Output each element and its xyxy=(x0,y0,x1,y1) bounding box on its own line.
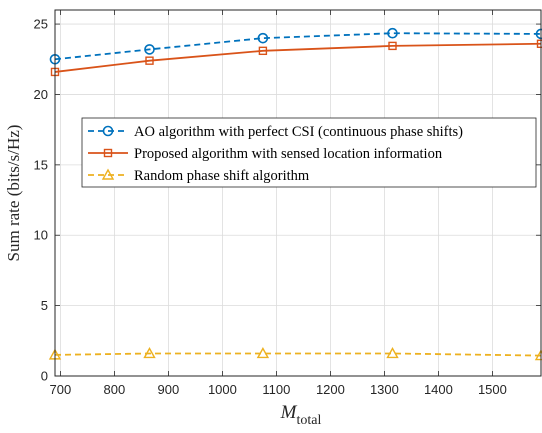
legend-label-2: Proposed algorithm with sensed location … xyxy=(134,146,443,162)
x-tick-label: 1200 xyxy=(316,382,345,397)
legend-label-3: Random phase shift algorithm xyxy=(134,168,310,184)
x-tick-label: 1400 xyxy=(424,382,453,397)
x-axis-label: Mtotal xyxy=(280,402,322,428)
y-tick-label: 0 xyxy=(41,369,48,384)
series-2-point xyxy=(145,56,154,65)
series-1 xyxy=(49,27,542,65)
x-tick-label: 1100 xyxy=(262,382,290,397)
grid-lines xyxy=(55,10,541,377)
x-tick-label: 700 xyxy=(50,382,72,397)
x-tick-label: 900 xyxy=(158,382,180,397)
series-2-point xyxy=(258,46,268,56)
series-3-line xyxy=(54,352,542,357)
y-tick-label: 20 xyxy=(34,87,48,102)
series-3 xyxy=(48,347,542,361)
plot-area-frame xyxy=(54,9,542,377)
series-1-point xyxy=(257,32,269,44)
y-tick-label: 25 xyxy=(34,17,48,32)
axis-ticks: 700 800 900 1000 1100 1200 1300 1400 1500 0 5 10 15 2… xyxy=(34,10,541,397)
series-2-point xyxy=(388,41,397,51)
x-tick-label: 1000 xyxy=(208,382,237,397)
x-tick-label: 1300 xyxy=(370,382,399,397)
series-3-point xyxy=(143,347,156,359)
x-tick-label: 1500 xyxy=(478,382,507,397)
legend-label-1: AO algorithm with perfect CSI (continuou… xyxy=(134,124,463,140)
x-tick-label: 800 xyxy=(104,382,126,397)
y-tick-label: 5 xyxy=(41,298,48,313)
x-axis-label-main: M xyxy=(280,402,298,423)
y-axis-label: Sum rate (bits/s/Hz) xyxy=(4,125,23,262)
series-2 xyxy=(50,39,542,77)
legend-marker-1 xyxy=(102,125,114,137)
series-1-point xyxy=(387,27,398,39)
series-3-point xyxy=(386,347,399,359)
x-axis-label-subscript: total xyxy=(296,413,321,428)
legend-marker-2 xyxy=(103,148,113,158)
series-1-line xyxy=(54,32,542,61)
series-1-point xyxy=(144,44,155,55)
legend: AO algorithm with perfect CSI (continuou… xyxy=(81,117,537,188)
legend-marker-3 xyxy=(101,168,115,180)
y-tick-label: 10 xyxy=(34,228,48,243)
legend-box xyxy=(81,117,537,188)
series-2-line xyxy=(54,42,542,73)
series-3-point xyxy=(256,347,270,359)
series-layer xyxy=(48,27,542,361)
y-tick-label: 15 xyxy=(34,157,48,172)
